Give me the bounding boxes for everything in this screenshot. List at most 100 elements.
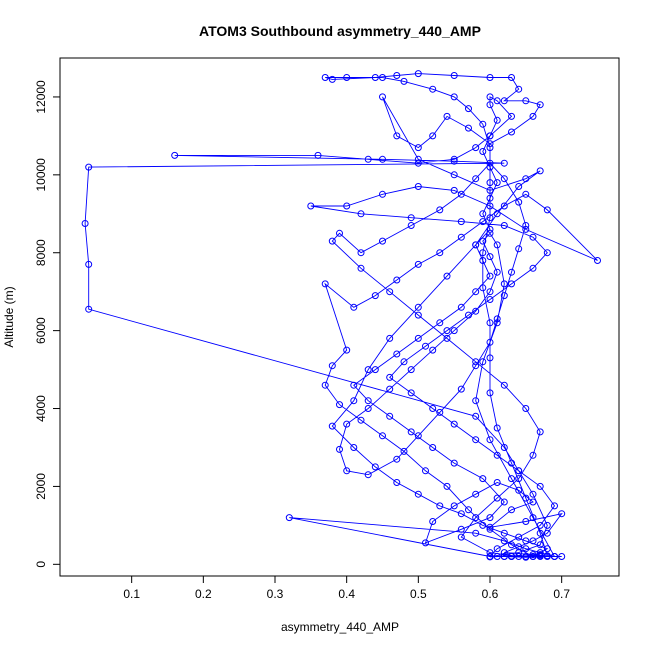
data-point xyxy=(429,346,437,354)
data-point xyxy=(393,455,401,463)
data-point xyxy=(594,257,601,264)
data-point xyxy=(472,514,480,522)
data-point xyxy=(321,74,329,81)
data-point xyxy=(414,159,422,167)
data-point xyxy=(493,97,501,105)
data-point xyxy=(457,525,465,533)
data-point xyxy=(515,553,523,560)
data-point xyxy=(386,412,394,420)
data-point xyxy=(400,358,408,366)
data-point xyxy=(429,444,437,451)
data-point xyxy=(457,533,465,541)
y-axis-label: Altitude (m) xyxy=(2,286,16,347)
data-point xyxy=(321,381,329,389)
data-point xyxy=(450,72,458,79)
data-point xyxy=(414,432,422,440)
data-point xyxy=(536,549,544,557)
x-tick-label: 0.6 xyxy=(482,587,499,601)
data-point xyxy=(336,445,343,453)
data-point xyxy=(558,553,566,560)
data-point xyxy=(508,128,515,136)
data-point xyxy=(543,249,551,257)
data-point xyxy=(522,405,530,412)
data-point xyxy=(393,72,401,79)
data-point xyxy=(486,159,494,167)
data-point xyxy=(508,506,515,514)
data-point xyxy=(529,264,537,272)
data-point xyxy=(407,428,415,436)
x-tick-label: 0.3 xyxy=(267,587,284,601)
data-point xyxy=(486,319,494,327)
data-point xyxy=(515,245,523,253)
data-point xyxy=(328,75,336,83)
y-tick-label: 12000 xyxy=(34,80,48,114)
data-point xyxy=(500,202,508,210)
data-point xyxy=(443,327,451,335)
data-point xyxy=(493,116,501,124)
data-point xyxy=(493,553,501,560)
data-point xyxy=(486,214,494,222)
data-point xyxy=(307,202,315,210)
data-point xyxy=(350,303,358,311)
data-point xyxy=(508,74,515,81)
data-point xyxy=(414,334,422,342)
data-point xyxy=(493,319,501,327)
data-point xyxy=(457,190,465,198)
data-point xyxy=(486,389,494,397)
data-point xyxy=(450,502,458,510)
data-point xyxy=(457,303,465,311)
data-point xyxy=(436,319,444,327)
data-point xyxy=(500,280,508,288)
data-point xyxy=(508,475,515,483)
data-point xyxy=(493,179,501,187)
data-point xyxy=(357,416,365,424)
y-axis: 0 2000 4000 6000 8000 10000 12000 xyxy=(34,80,61,568)
data-point xyxy=(493,479,501,486)
data-point xyxy=(500,537,508,545)
data-point xyxy=(486,525,494,533)
data-point xyxy=(422,467,429,475)
data-point xyxy=(486,225,494,233)
data-point xyxy=(364,155,372,163)
data-point xyxy=(515,549,523,557)
data-point xyxy=(500,175,508,183)
data-point xyxy=(529,498,537,506)
data-point xyxy=(81,220,89,227)
data-point xyxy=(529,551,537,559)
data-point xyxy=(493,451,501,459)
data-point xyxy=(536,521,544,529)
data-point xyxy=(479,284,487,292)
data-point xyxy=(407,222,415,229)
data-point xyxy=(493,210,501,218)
data-point xyxy=(364,405,372,412)
data-point xyxy=(393,350,401,358)
data-point xyxy=(515,475,523,483)
x-tick-label: 0.7 xyxy=(553,587,570,601)
data-point xyxy=(500,381,508,389)
data-point xyxy=(472,490,480,498)
data-point xyxy=(465,105,472,113)
data-point xyxy=(522,225,530,233)
data-point xyxy=(543,552,551,560)
data-point xyxy=(486,144,494,152)
data-point xyxy=(343,74,351,81)
data-point xyxy=(529,233,537,241)
data-point xyxy=(414,144,422,152)
data-point xyxy=(486,436,494,444)
data-point xyxy=(364,471,372,479)
data-point xyxy=(479,257,487,264)
data-point xyxy=(465,506,472,514)
data-point xyxy=(551,502,558,510)
data-point xyxy=(486,514,494,522)
data-point xyxy=(457,218,465,226)
data-point xyxy=(536,551,544,559)
data-point xyxy=(393,479,401,486)
data-point xyxy=(529,514,537,522)
data-point xyxy=(457,385,465,393)
data-point xyxy=(379,155,386,163)
data-point xyxy=(536,541,544,549)
data-point xyxy=(429,132,437,140)
data-point xyxy=(472,288,480,296)
data-point xyxy=(508,268,515,276)
data-series xyxy=(81,70,601,561)
